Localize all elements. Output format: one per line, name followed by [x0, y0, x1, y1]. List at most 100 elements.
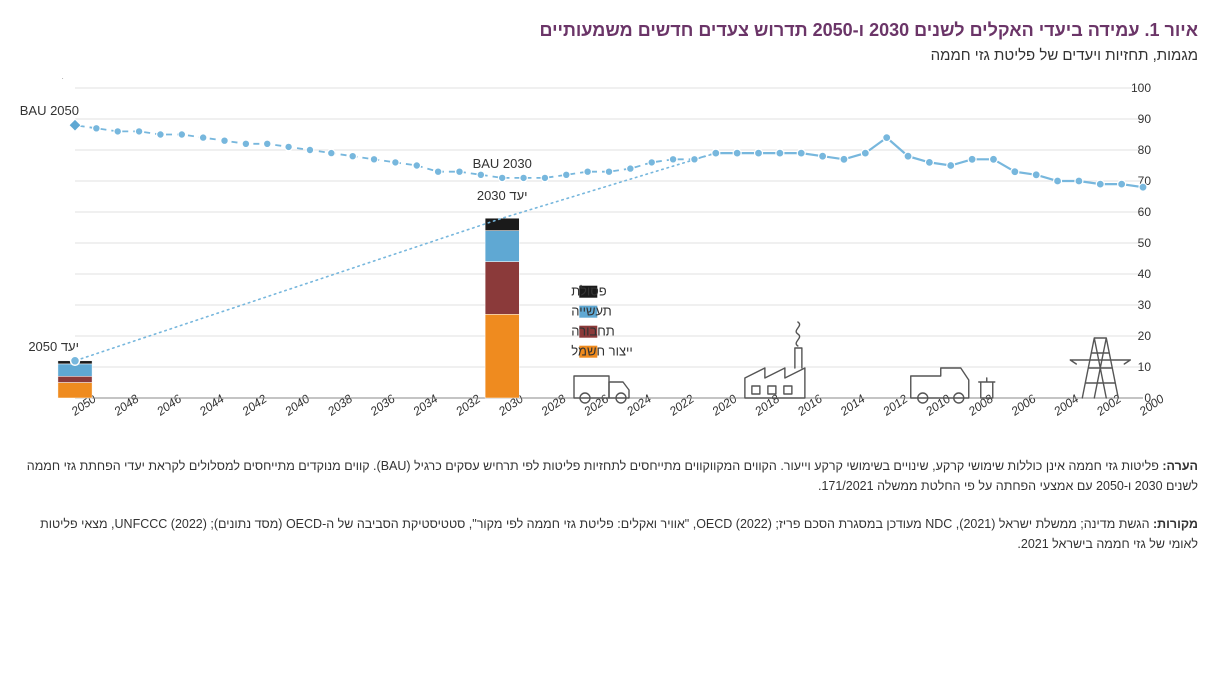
bau-marker — [135, 128, 143, 136]
bau-marker — [434, 168, 442, 176]
history-marker — [797, 149, 805, 157]
bau-marker — [306, 146, 314, 154]
history-marker — [1139, 183, 1147, 191]
x-tick-label: 2002 — [1093, 391, 1124, 419]
x-tick-label: 2004 — [1050, 391, 1081, 419]
waste-truck-icon — [911, 368, 995, 403]
y-tick-label: 10 — [1138, 360, 1152, 374]
bau-marker — [541, 174, 549, 182]
x-tick-label: 2024 — [623, 391, 654, 419]
history-marker — [755, 149, 763, 157]
bau-marker — [349, 152, 357, 160]
target-2050-marker — [71, 356, 80, 365]
bar-segment-transport — [485, 262, 519, 315]
bau-path — [75, 125, 716, 178]
sources-text: הגשת מדינה; ממשלת ישראל (2021), NDC מעוד… — [40, 517, 1198, 551]
bau-marker — [562, 171, 570, 179]
bar-segment-electricity — [58, 383, 92, 399]
y-tick-label: 40 — [1138, 267, 1152, 281]
bar-segment-transport — [58, 376, 92, 382]
sources: מקורות: הגשת מדינה; ממשלת ישראל (2021), … — [20, 514, 1198, 554]
x-tick-label: 2028 — [538, 391, 569, 419]
annot-bau-2030: BAU 2030 — [473, 156, 532, 171]
chart-subtitle: מגמות, תחזיות ויעדים של פליטת גזי חממה — [20, 47, 1198, 64]
x-tick-label: 2012 — [880, 391, 911, 419]
legend-label-transport: תחבורה — [571, 324, 615, 339]
y-tick-label: 100 — [1131, 81, 1151, 95]
bau-marker — [263, 140, 271, 148]
bau-marker — [520, 174, 528, 182]
bau-marker — [627, 165, 635, 173]
y-tick-label: 80 — [1138, 143, 1152, 157]
legend-label-waste: פסולת — [571, 284, 607, 299]
x-tick-label: 2036 — [367, 391, 398, 419]
power-tower-icon — [1070, 338, 1130, 398]
bau-marker — [456, 168, 464, 176]
annot-bau-2050: BAU 2050 — [20, 103, 79, 118]
history-marker — [968, 155, 976, 163]
x-tick-label: 2014 — [837, 391, 868, 419]
bau-marker — [392, 159, 400, 167]
history-marker — [1075, 177, 1083, 185]
bar-segment-industry — [485, 231, 519, 262]
bau-marker — [199, 134, 207, 142]
x-tick-label: 2040 — [281, 391, 312, 419]
y-tick-label: 50 — [1138, 236, 1152, 250]
bau-marker — [584, 168, 592, 176]
x-tick-label: 2006 — [1008, 391, 1039, 419]
history-marker — [883, 134, 891, 142]
bau-marker — [498, 174, 506, 182]
history-marker — [1118, 180, 1126, 188]
history-marker — [1096, 180, 1104, 188]
x-tick-label: 2042 — [239, 391, 270, 419]
history-marker — [904, 152, 912, 160]
bau-marker — [669, 156, 677, 164]
history-marker — [925, 158, 933, 166]
bau-marker — [178, 131, 186, 139]
history-marker — [1032, 171, 1040, 179]
x-tick-label: 2032 — [452, 391, 483, 419]
legend-label-electricity: ייצור חשמל — [571, 344, 633, 359]
y-tick-label: 90 — [1138, 112, 1152, 126]
factory-icon — [745, 322, 805, 398]
bau-marker — [221, 137, 229, 145]
history-marker — [819, 152, 827, 160]
bau-marker — [93, 125, 101, 133]
sources-label: מקורות: — [1153, 517, 1198, 531]
history-marker — [947, 162, 955, 170]
footnote-text: פליטות גזי חממה אינן כוללות שימושי קרקע,… — [27, 459, 1198, 493]
bau-marker — [285, 143, 293, 151]
y-tick-label: 20 — [1138, 329, 1152, 343]
history-marker — [733, 149, 741, 157]
bars-title: פליטת גזי חממה לפי מקור, 2030 ו-2050 — [20, 78, 79, 82]
x-tick-label: 2034 — [410, 391, 441, 419]
legend-label-industry: תעשייה — [571, 304, 612, 319]
history-marker — [712, 149, 720, 157]
bau-marker — [648, 159, 656, 167]
x-tick-label: 2020 — [709, 391, 740, 419]
chart-title: איור 1. עמידה ביעדי האקלים לשנים 2030 ו-… — [20, 20, 1198, 41]
bau-marker — [370, 156, 378, 164]
x-tick-label: 2018 — [751, 391, 782, 419]
bar-segment-electricity — [485, 314, 519, 398]
bar-segment-waste — [485, 218, 519, 230]
chart-svg: 0102030405060708090100פליטות פחמן בטונות… — [20, 78, 1198, 438]
history-marker — [1054, 177, 1062, 185]
bau-marker — [242, 140, 250, 148]
y-tick-label: 60 — [1138, 205, 1152, 219]
bau-marker — [413, 162, 421, 170]
bau-2050-diamond — [69, 119, 81, 131]
history-marker — [776, 149, 784, 157]
bau-marker — [691, 156, 699, 164]
history-marker — [989, 155, 997, 163]
x-tick-label: 2000 — [1136, 391, 1167, 419]
footnote: הערה: פליטות גזי חממה אינן כוללות שימושי… — [20, 456, 1198, 496]
footnote-label: הערה: — [1162, 459, 1198, 473]
x-tick-label: 2046 — [153, 391, 184, 419]
annot-target-2030: יעד 2030 — [477, 188, 528, 203]
x-tick-label: 2038 — [324, 391, 355, 419]
history-marker — [861, 149, 869, 157]
bau-marker — [605, 168, 613, 176]
target-path — [75, 153, 716, 361]
x-tick-label: 2026 — [581, 391, 612, 419]
